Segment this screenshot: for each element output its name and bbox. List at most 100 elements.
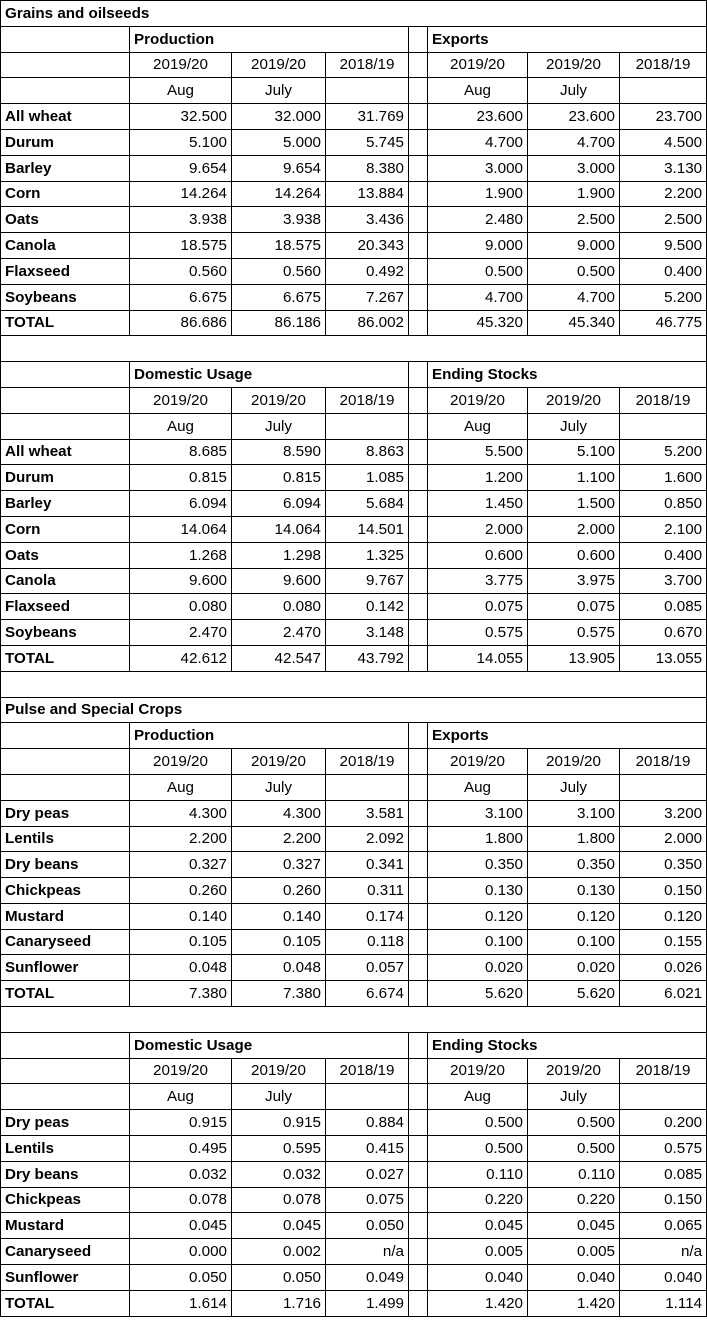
value-cell: 2.470 (129, 619, 232, 646)
value-cell: 0.120 (427, 902, 528, 930)
column-divider (408, 1264, 428, 1291)
value-cell: 23.600 (427, 103, 528, 130)
value-cell: 0.142 (325, 593, 409, 621)
value-cell: 0.150 (618, 1186, 707, 1214)
crop-name: Flaxseed (0, 593, 130, 621)
column-divider (408, 257, 428, 285)
column-divider (408, 515, 428, 543)
value-cell: 23.600 (527, 103, 620, 130)
column-divider (408, 154, 428, 182)
total-row: TOTAL 7.380 7.380 6.674 5.620 5.620 6.021 (0, 980, 707, 1008)
value-cell: 6.094 (231, 490, 326, 517)
value-cell: 0.120 (527, 902, 620, 930)
month-header: July (231, 77, 326, 105)
year-header: 2019/20 (527, 748, 620, 775)
value-cell: 0.085 (618, 593, 707, 621)
month-header (618, 1083, 707, 1111)
month-header-row: Aug July Aug July (0, 773, 707, 801)
value-cell: 0.260 (231, 877, 326, 904)
crop-name: Chickpeas (0, 1186, 130, 1214)
crop-name: Oats (0, 206, 130, 234)
value-cell: 0.575 (618, 1135, 707, 1162)
left-group-header: Domestic Usage (129, 361, 409, 388)
value-cell: 1.268 (129, 541, 232, 569)
value-cell: 0.105 (129, 928, 232, 956)
value-cell: 20.343 (325, 232, 409, 259)
year-header: 2018/19 (618, 51, 707, 79)
value-cell: 0.048 (231, 954, 326, 982)
value-cell: 0.500 (527, 1135, 620, 1162)
table-row: Corn 14.264 14.264 13.884 1.900 1.900 2.200 (0, 180, 707, 208)
column-divider (408, 1031, 428, 1059)
value-cell: 0.048 (129, 954, 232, 982)
month-header: Aug (427, 412, 528, 440)
value-cell: 2.470 (231, 619, 326, 646)
month-header: Aug (129, 773, 232, 801)
row-label-blank (0, 412, 130, 440)
left-group-header: Production (129, 722, 409, 750)
value-cell: 0.085 (618, 1160, 707, 1188)
column-divider (408, 902, 428, 930)
table-row: Mustard 0.140 0.140 0.174 0.120 0.120 0.120 (0, 902, 707, 930)
value-cell: 0.105 (231, 928, 326, 956)
table-row: All wheat 8.685 8.590 8.863 5.500 5.100 5.200 (0, 438, 707, 466)
crop-name: Lentils (0, 825, 130, 853)
table-row: Canaryseed 0.000 0.002 n/a 0.005 0.005 n/a (0, 1238, 707, 1266)
crop-name: Corn (0, 515, 130, 543)
row-label-blank (0, 773, 130, 801)
year-header-row: 2019/20 2019/20 2018/19 2019/20 2019/20 2018/… (0, 748, 707, 775)
month-header: Aug (427, 773, 528, 801)
value-cell: 31.769 (325, 103, 409, 130)
spacer-cell (0, 1006, 707, 1033)
group-header-row: Production Exports (0, 25, 707, 53)
value-cell: 2.092 (325, 825, 409, 853)
value-cell: 0.915 (231, 1109, 326, 1137)
value-cell: 9.000 (427, 232, 528, 259)
value-cell: 86.686 (129, 309, 232, 337)
month-header-row: Aug July Aug July (0, 1083, 707, 1111)
column-divider (408, 1212, 428, 1240)
column-divider (408, 1186, 428, 1214)
value-cell: 0.075 (527, 593, 620, 621)
value-cell: 5.100 (527, 438, 620, 466)
value-cell: 0.560 (129, 257, 232, 285)
value-cell: 1.114 (618, 1289, 707, 1317)
value-cell: 6.675 (129, 283, 232, 311)
value-cell: 0.040 (618, 1264, 707, 1291)
value-cell: 32.500 (129, 103, 232, 130)
column-divider (408, 1109, 428, 1137)
value-cell: 1.325 (325, 541, 409, 569)
value-cell: 6.021 (618, 980, 707, 1008)
month-header (618, 773, 707, 801)
column-divider (408, 206, 428, 234)
value-cell: 0.670 (618, 619, 707, 646)
value-cell: 9.000 (527, 232, 620, 259)
value-cell: 0.050 (325, 1212, 409, 1240)
value-cell: 4.700 (527, 283, 620, 311)
value-cell: 13.884 (325, 180, 409, 208)
value-cell: 0.220 (427, 1186, 528, 1214)
value-cell: 3.100 (427, 799, 528, 827)
crop-name: Dry peas (0, 799, 130, 827)
value-cell: 0.040 (527, 1264, 620, 1291)
value-cell: n/a (618, 1238, 707, 1266)
table-row: Soybeans 2.470 2.470 3.148 0.575 0.575 0.670 (0, 619, 707, 646)
value-cell: 0.500 (427, 1109, 528, 1137)
year-header: 2019/20 (129, 51, 232, 79)
year-header: 2018/19 (618, 1057, 707, 1085)
value-cell: 0.327 (231, 851, 326, 879)
value-cell: 0.350 (527, 851, 620, 879)
row-label-blank (0, 1031, 130, 1059)
year-header: 2018/19 (618, 748, 707, 775)
year-header: 2019/20 (427, 748, 528, 775)
value-cell: 1.450 (427, 490, 528, 517)
value-cell: 0.260 (129, 877, 232, 904)
total-row: TOTAL 42.612 42.547 43.792 14.055 13.905 13.05… (0, 644, 707, 672)
group-header-row: Domestic Usage Ending Stocks (0, 1031, 707, 1059)
value-cell: 8.590 (231, 438, 326, 466)
month-header: July (527, 1083, 620, 1111)
year-header: 2019/20 (527, 386, 620, 414)
value-cell: 1.614 (129, 1289, 232, 1317)
crop-name: TOTAL (0, 1289, 130, 1317)
value-cell: 14.064 (129, 515, 232, 543)
